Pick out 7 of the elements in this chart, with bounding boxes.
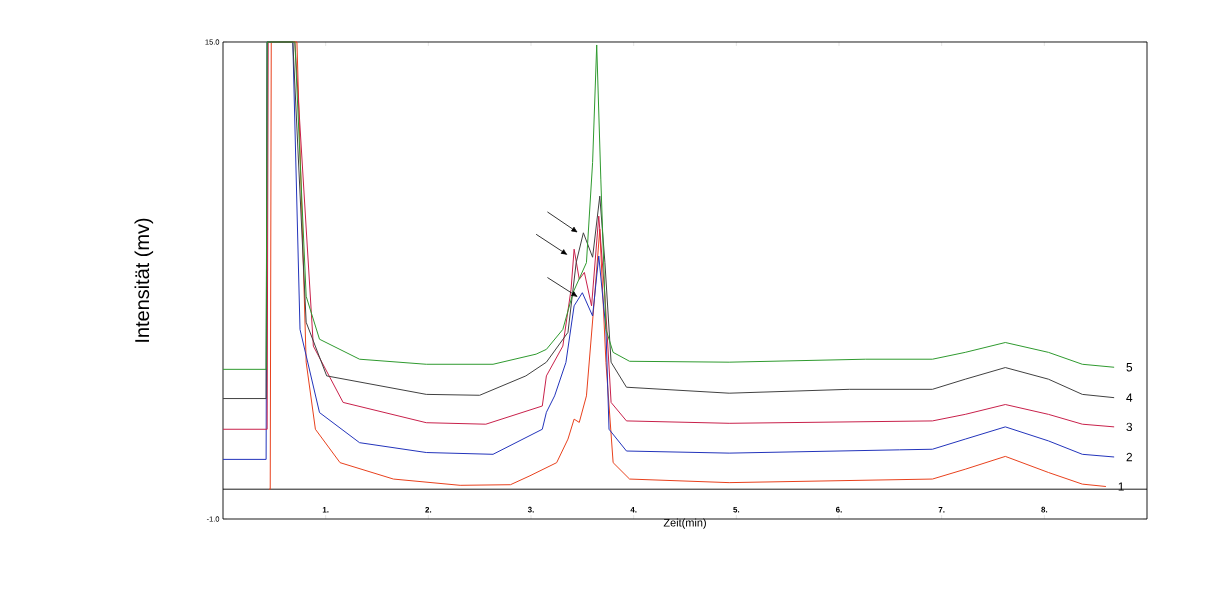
series-label: 2 bbox=[1126, 452, 1133, 462]
series-label: 5 bbox=[1126, 363, 1133, 372]
series-label: 1 bbox=[1118, 482, 1124, 491]
series-label: 4 bbox=[1126, 393, 1133, 402]
series-label: 3 bbox=[1126, 422, 1133, 432]
x-axis-title: Zeit(min) bbox=[663, 518, 706, 529]
y-axis-title: Intensität (mv) bbox=[134, 218, 154, 342]
